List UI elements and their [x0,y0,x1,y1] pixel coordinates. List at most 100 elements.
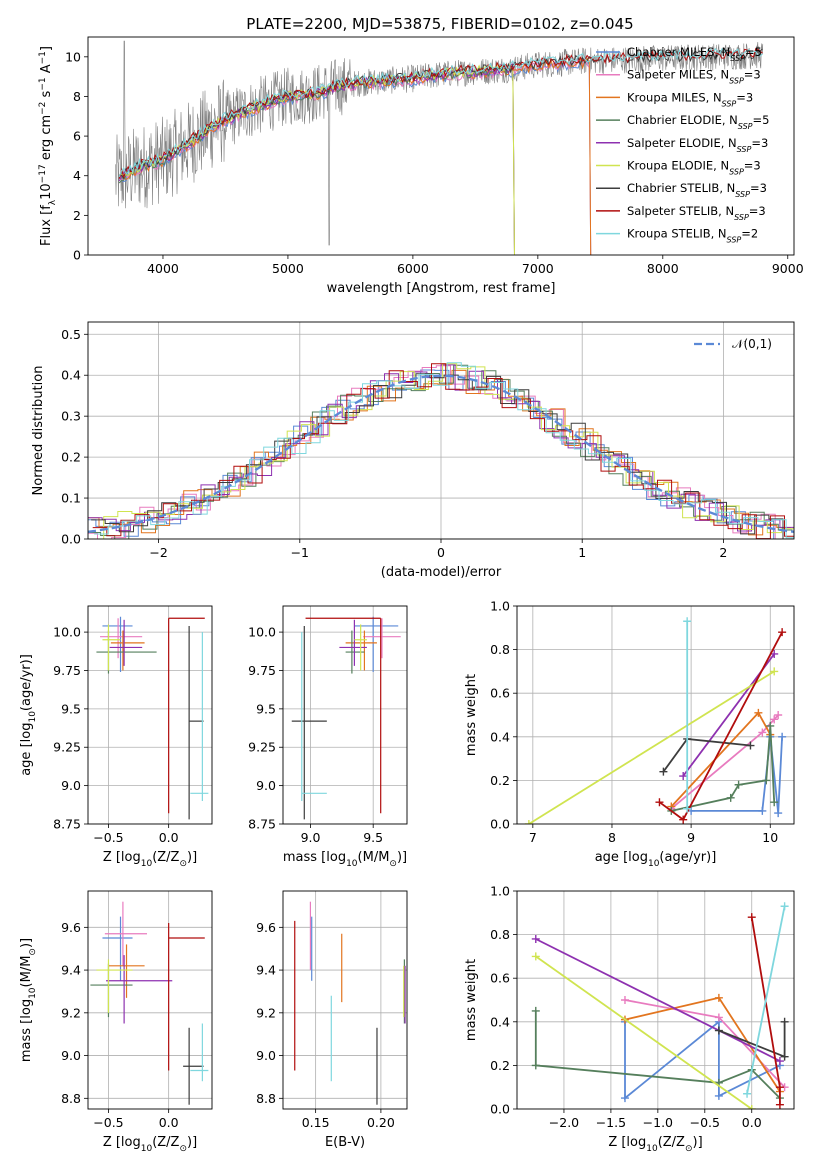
y-tick-label: 0.6 [490,971,510,986]
axes-frame [87,36,795,256]
y-tick-label: 8.8 [61,1091,81,1106]
x-tick-label: 1 [578,545,586,560]
y-tick-label: 8.8 [256,1091,276,1106]
axes-frame [87,605,213,825]
x-tick-label: 0 [437,545,445,560]
y-tick-label: 0.2 [490,1058,510,1073]
weight-marker [780,1017,789,1026]
y-tick-label: 9.6 [256,920,276,935]
weight-marker [780,902,789,911]
y-tick-label: 0.8 [490,642,510,657]
legend-label: Salpeter ELODIE, NSSP=3 [627,136,768,154]
weight-line [671,725,776,812]
weight-marker [754,708,763,717]
weight-marker [778,628,787,637]
model-spectrum-line [119,63,515,255]
weight-marker [531,1006,540,1015]
x-tick-label: 9.0 [301,830,321,845]
y-tick-label: 9.0 [256,1048,276,1063]
weight-marker [775,1057,784,1066]
weight-marker [778,732,787,741]
figure-title: PLATE=2200, MJD=53875, FIBERID=0102, z=0… [246,15,633,33]
axes-frame [282,890,408,1110]
weight-marker [524,820,533,824]
x-axis-label: Z [log10(Z/Z⊙)] [103,850,197,869]
weight-marker [762,776,771,785]
axes-spectrum: 4000 5000 6000 7000 8000 9000 0 2 4 6 8 10 wavelengt… [38,36,804,296]
legend-label: Salpeter MILES, NSSP=3 [627,68,761,86]
y-axis-label: age [log10(age/yr)] [19,654,38,776]
weight-marker [679,772,688,781]
y-tick-label: 9.2 [256,1005,276,1020]
x-tick-label: 0.0 [159,1115,179,1130]
y-tick-label: 8.75 [248,817,276,832]
weight-marker [747,1105,756,1109]
y-tick-label: 9.75 [248,663,276,678]
x-axis-label: age [log10(age/yr)] [595,850,717,869]
weight-marker [620,1094,629,1103]
axes-mass-weight-vs-age: 7 8 9 10 0.0 0.2 0.4 0.6 0.8 1.0 age [log10(age/yr… [464,599,795,869]
x-tick-label: −0.5 [93,1115,123,1130]
histogram-step [88,365,790,539]
weight-marker [758,806,767,815]
weight-marker [620,996,629,1004]
x-tick-label: 9000 [772,261,804,276]
weight-marker [746,741,755,750]
weight-line [535,938,781,1062]
y-tick-label: 0.0 [61,532,81,547]
plot-body-mass-vs-Z [88,891,212,1109]
y-tick-label: 6 [73,129,81,144]
legend-label: Kroupa STELIB, NSSP=2 [627,227,758,245]
weight-marker [770,667,779,676]
y-tick-label: 0.3 [61,409,81,424]
plot-body-age-vs-Z [88,606,212,824]
weight-marker [714,993,723,1002]
y-tick-label: 1.0 [490,884,510,899]
y-tick-label: 9.75 [53,663,81,678]
y-tick-label: 8.75 [53,817,81,832]
y-tick-label: 0.6 [490,686,510,701]
x-tick-label: 9 [687,830,695,845]
weight-marker [775,1083,784,1092]
y-axis-label: mass weight [464,674,479,756]
weight-marker [770,798,779,807]
axes-frame [516,890,795,1110]
weight-marker [679,815,688,824]
x-axis-label: E(B-V) [325,1135,365,1150]
weight-marker [659,767,668,776]
y-tick-label: 9.6 [61,920,81,935]
x-tick-label: 0.20 [367,1115,395,1130]
histogram-step [88,369,788,539]
x-tick-label: −1.5 [596,1115,626,1130]
model-spectrum-line [118,47,763,179]
y-axis-label: mass [log10(M/M⊙)] [19,938,38,1062]
x-tick-label: 5000 [272,261,304,276]
x-tick-label: 0.0 [159,830,179,845]
x-axis-label: mass [log10(M/M⊙)] [283,850,407,869]
weight-marker [770,715,779,724]
weight-marker [743,1089,752,1098]
weight-line [535,955,753,1109]
plot-body-mass-weight-vs-Z [517,891,794,1109]
y-tick-label: 10.0 [248,625,276,640]
x-axis-label: wavelength [Angstrom, rest frame] [327,281,556,296]
axes-frame [282,605,408,825]
y-tick-label: 9.5 [61,701,81,716]
axes-age-vs-mass: 9.0 9.5 8.75 9.0 9.25 9.5 9.75 10.0 mass [log10(… [248,605,408,869]
y-tick-label: 9.2 [61,1005,81,1020]
x-tick-label: 8000 [647,261,679,276]
legend-label: Kroupa MILES, NSSP=3 [627,90,753,108]
legend-label: 𝒩(0,1) [732,337,772,351]
weight-marker [531,952,540,961]
y-tick-label: 0.1 [61,491,81,506]
plot-area: 4000 5000 6000 7000 8000 90000246810wavelengt… [19,36,804,1154]
axes-frame [87,890,213,1110]
x-tick-label: 4000 [147,261,179,276]
y-tick-label: 9.4 [256,963,276,978]
model-spectrum-line [118,47,763,178]
weight-line [746,906,786,1094]
observed-spectrum [115,40,764,246]
legend-label: Salpeter STELIB, NSSP=3 [627,204,766,222]
y-tick-label: 9.25 [53,740,81,755]
